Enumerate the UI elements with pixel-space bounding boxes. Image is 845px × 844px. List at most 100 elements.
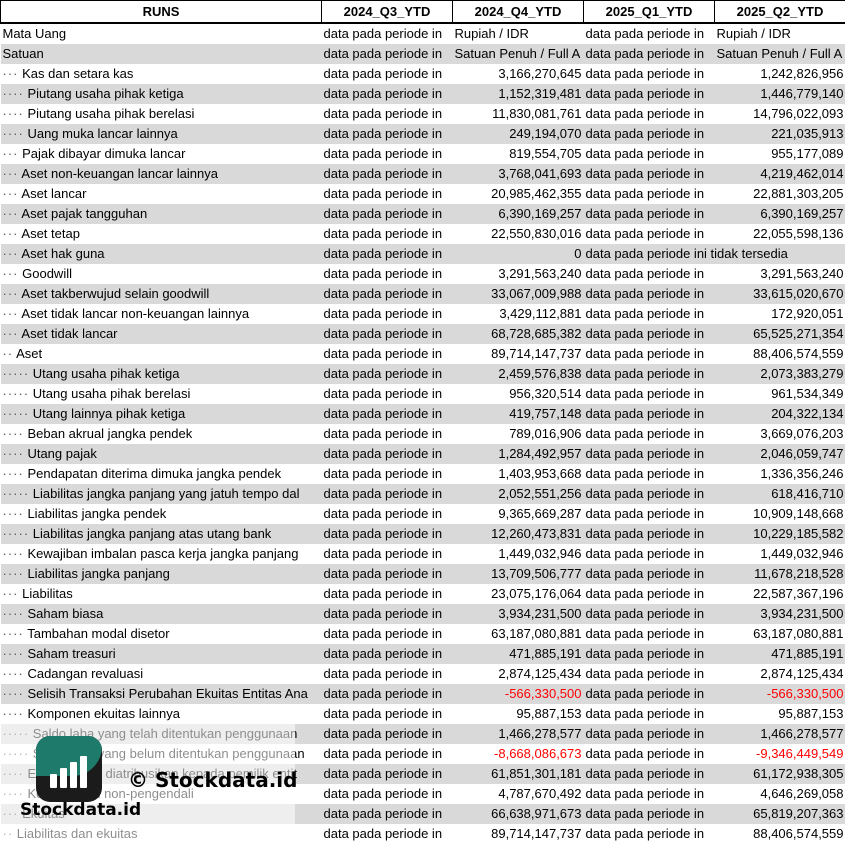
cell-2024-q3[interactable]: data pada periode in xyxy=(322,23,453,44)
cell-2025-q2[interactable]: 471,885,191 xyxy=(715,644,845,664)
cell-2025-q1[interactable]: data pada periode in xyxy=(584,584,715,604)
cell-2024-q3[interactable]: data pada periode in xyxy=(322,744,453,764)
cell-2025-q1[interactable]: data pada periode in xyxy=(584,444,715,464)
cell-2024-q3[interactable]: data pada periode in xyxy=(322,64,453,84)
cell-2025-q1[interactable]: data pada periode in xyxy=(584,644,715,664)
cell-2025-q2[interactable]: 618,416,710 xyxy=(715,484,845,504)
row-label-cell[interactable]: ··· Aset tidak lancar non-keuangan lainn… xyxy=(1,304,322,324)
cell-2024-q3[interactable]: data pada periode in xyxy=(322,224,453,244)
cell-2024-q4[interactable]: 1,284,492,957 xyxy=(453,444,584,464)
cell-2025-q1[interactable]: data pada periode in xyxy=(584,804,715,824)
cell-2024-q3[interactable]: data pada periode in xyxy=(322,304,453,324)
row-label-cell[interactable]: ·· Aset xyxy=(1,344,322,364)
cell-2025-q2[interactable]: 63,187,080,881 xyxy=(715,624,845,644)
cell-2025-q1[interactable]: data pada periode in xyxy=(584,764,715,784)
cell-2024-q4[interactable]: 1,152,319,481 xyxy=(453,84,584,104)
cell-2024-q3[interactable]: data pada periode in xyxy=(322,684,453,704)
row-label-cell[interactable]: ···· Saham biasa xyxy=(1,604,322,624)
cell-2024-q3[interactable]: data pada periode in xyxy=(322,44,453,64)
cell-2025-q1[interactable]: data pada periode in xyxy=(584,264,715,284)
row-label-cell[interactable]: ··· Goodwill xyxy=(1,264,322,284)
cell-2025-q2[interactable]: 88,406,574,559 xyxy=(715,344,845,364)
cell-2025-q1[interactable]: data pada periode in xyxy=(584,204,715,224)
cell-2025-q2[interactable]: -566,330,500 xyxy=(715,684,845,704)
cell-2025-q2[interactable]: 6,390,169,257 xyxy=(715,204,845,224)
cell-2024-q3[interactable]: data pada periode in xyxy=(322,624,453,644)
row-label-cell[interactable]: Mata Uang xyxy=(1,23,322,44)
cell-2025-q1[interactable]: data pada periode in xyxy=(584,524,715,544)
cell-2024-q3[interactable]: data pada periode in xyxy=(322,164,453,184)
cell-2025-q2[interactable]: 22,055,598,136 xyxy=(715,224,845,244)
cell-2024-q3[interactable]: data pada periode in xyxy=(322,144,453,164)
cell-2025-q1[interactable]: data pada periode in xyxy=(584,164,715,184)
cell-2024-q4[interactable]: 819,554,705 xyxy=(453,144,584,164)
cell-2025-q2[interactable]: 1,449,032,946 xyxy=(715,544,845,564)
row-label-cell[interactable]: ···· Selisih Transaksi Perubahan Ekuitas… xyxy=(1,684,322,704)
row-label-cell[interactable]: ··· Aset takberwujud selain goodwill xyxy=(1,284,322,304)
cell-2024-q3[interactable]: data pada periode in xyxy=(322,444,453,464)
cell-2025-q2[interactable]: 61,172,938,305 xyxy=(715,764,845,784)
row-label-cell[interactable]: ····· Liabilitas jangka panjang yang jat… xyxy=(1,484,322,504)
cell-2024-q3[interactable]: data pada periode in xyxy=(322,184,453,204)
cell-2025-q2[interactable]: 10,909,148,668 xyxy=(715,504,845,524)
cell-2025-q2[interactable]: 3,669,076,203 xyxy=(715,424,845,444)
cell-2024-q3[interactable]: data pada periode in xyxy=(322,244,453,264)
cell-2024-q4[interactable]: 12,260,473,831 xyxy=(453,524,584,544)
cell-2025-q1[interactable]: data pada periode in xyxy=(584,364,715,384)
cell-2024-q4[interactable]: 9,365,669,287 xyxy=(453,504,584,524)
cell-2024-q3[interactable]: data pada periode in xyxy=(322,84,453,104)
cell-2025-q1[interactable]: data pada periode in xyxy=(584,544,715,564)
cell-2024-q3[interactable]: data pada periode in xyxy=(322,104,453,124)
cell-2025-q2[interactable]: 22,587,367,196 xyxy=(715,584,845,604)
cell-2024-q3[interactable]: data pada periode in xyxy=(322,824,453,844)
cell-2025-q1[interactable]: data pada periode in xyxy=(584,744,715,764)
cell-2024-q3[interactable]: data pada periode in xyxy=(322,484,453,504)
cell-2025-q1[interactable]: data pada periode in xyxy=(584,324,715,344)
cell-2025-q1[interactable]: data pada periode in xyxy=(584,184,715,204)
cell-2025-q1[interactable]: data pada periode in xyxy=(584,724,715,744)
cell-2025-q2[interactable]: 961,534,349 xyxy=(715,384,845,404)
cell-2024-q3[interactable]: data pada periode in xyxy=(322,804,453,824)
cell-2025-q1[interactable]: data pada periode in xyxy=(584,704,715,724)
cell-2024-q3[interactable]: data pada periode in xyxy=(322,264,453,284)
cell-2024-q3[interactable]: data pada periode in xyxy=(322,284,453,304)
cell-2024-q4[interactable]: 68,728,685,382 xyxy=(453,324,584,344)
cell-2024-q4[interactable]: Rupiah / IDR xyxy=(453,23,584,44)
col-header-runs[interactable]: RUNS xyxy=(1,1,322,24)
row-label-cell[interactable]: ····· Utang lainnya pihak ketiga xyxy=(1,404,322,424)
row-label-cell[interactable]: ···· Uang muka lancar lainnya xyxy=(1,124,322,144)
cell-2025-q1[interactable]: data pada periode in xyxy=(584,284,715,304)
cell-2024-q4[interactable]: 6,390,169,257 xyxy=(453,204,584,224)
cell-2024-q3[interactable]: data pada periode in xyxy=(322,784,453,804)
cell-2025-q2[interactable]: 2,046,059,747 xyxy=(715,444,845,464)
cell-2024-q3[interactable]: data pada periode in xyxy=(322,324,453,344)
cell-2025-q2[interactable]: 204,322,134 xyxy=(715,404,845,424)
col-header-2024-q4[interactable]: 2024_Q4_YTD xyxy=(453,1,584,24)
cell-2024-q4[interactable]: 3,934,231,500 xyxy=(453,604,584,624)
cell-2025-q2[interactable]: 65,525,271,354 xyxy=(715,324,845,344)
row-label-cell[interactable]: ···· Tambahan modal disetor xyxy=(1,624,322,644)
cell-2025-q1[interactable]: data pada periode in xyxy=(584,44,715,64)
cell-2024-q4[interactable]: 0 xyxy=(453,244,584,264)
cell-2024-q3[interactable]: data pada periode in xyxy=(322,204,453,224)
cell-2025-q1[interactable]: data pada periode in xyxy=(584,224,715,244)
cell-2024-q4[interactable]: 2,459,576,838 xyxy=(453,364,584,384)
row-label-cell[interactable]: ··· Liabilitas xyxy=(1,584,322,604)
cell-2025-q1[interactable]: data pada periode in xyxy=(584,384,715,404)
cell-2024-q4[interactable]: 2,052,551,256 xyxy=(453,484,584,504)
cell-2024-q3[interactable]: data pada periode in xyxy=(322,364,453,384)
cell-2025-q1[interactable]: data pada periode in xyxy=(584,664,715,684)
cell-2024-q4[interactable]: 1,449,032,946 xyxy=(453,544,584,564)
cell-2024-q4[interactable]: 789,016,906 xyxy=(453,424,584,444)
row-label-cell[interactable]: ···· Pendapatan diterima dimuka jangka p… xyxy=(1,464,322,484)
cell-2024-q4[interactable]: 1,403,953,668 xyxy=(453,464,584,484)
col-header-2024-q3[interactable]: 2024_Q3_YTD xyxy=(322,1,453,24)
cell-2024-q4[interactable]: 11,830,081,761 xyxy=(453,104,584,124)
row-label-cell[interactable]: ····· Utang usaha pihak berelasi xyxy=(1,384,322,404)
cell-2025-q2[interactable]: 955,177,089 xyxy=(715,144,845,164)
cell-2025-q2[interactable]: 65,819,207,363 xyxy=(715,804,845,824)
cell-2025-q2[interactable]: 10,229,185,582 xyxy=(715,524,845,544)
row-label-cell[interactable]: ···· Piutang usaha pihak berelasi xyxy=(1,104,322,124)
row-label-cell[interactable]: ··· Aset pajak tangguhan xyxy=(1,204,322,224)
cell-2025-q1[interactable]: data pada periode in xyxy=(584,504,715,524)
